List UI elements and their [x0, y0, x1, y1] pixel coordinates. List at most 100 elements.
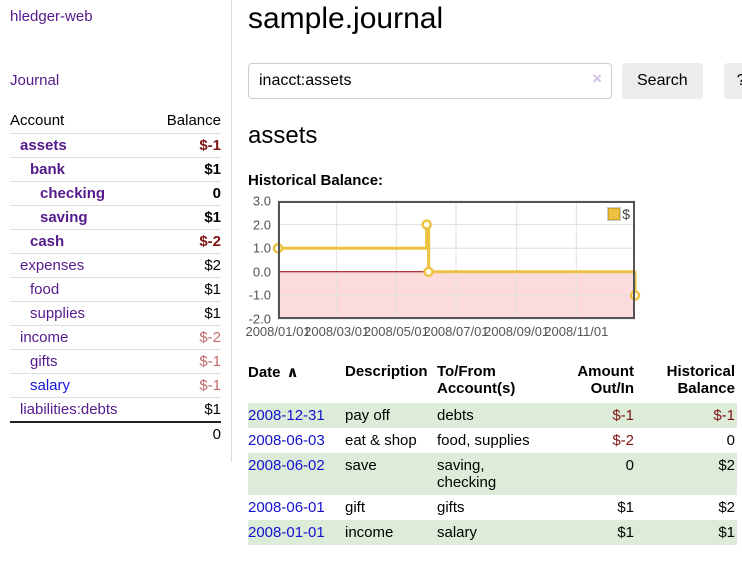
search-button[interactable]: Search [622, 63, 703, 99]
register-row: 2008-12-31 pay off debts $-1 $-1 [248, 403, 737, 428]
y-axis-tick: -2.0 [248, 311, 271, 327]
register-accounts-cell: debts [437, 407, 474, 424]
search-input[interactable] [248, 63, 612, 99]
legend-label: $ [622, 206, 630, 222]
register-row: 2008-06-01 gift gifts $1 $2 [248, 495, 737, 520]
account-balance: $-1 [199, 137, 221, 154]
account-row: bank $1 [10, 158, 221, 182]
register-header-row: Date ∧ Description To/From Account(s) Amo… [248, 361, 737, 403]
sidebar-nav: Journal [10, 72, 221, 90]
register-header-accounts: To/From Account(s) [437, 363, 516, 397]
account-cell: assets [10, 134, 150, 158]
account-link-salary[interactable]: salary [30, 377, 71, 394]
account-link-assets[interactable]: assets [20, 137, 67, 154]
register-date-cell: 2008-01-01 [248, 520, 345, 545]
account-cell: expenses [10, 254, 150, 278]
register-header-date[interactable]: Date ∧ [248, 364, 299, 381]
account-cell: salary [10, 374, 150, 398]
account-cell: supplies [10, 302, 150, 326]
account-title: assets [248, 122, 318, 149]
account-link-liabilities-debts[interactable]: liabilities:debts [20, 401, 118, 418]
account-row: cash $-2 [10, 230, 221, 254]
account-link-bank[interactable]: bank [30, 161, 66, 178]
register-accounts-cell: salary [437, 524, 478, 541]
y-axis-tick: 1.0 [252, 240, 271, 256]
account-link-food[interactable]: food [30, 281, 60, 298]
account-cell: bank [10, 158, 150, 182]
register-balance-cell: $2 [718, 457, 735, 474]
register-description-cell: save [345, 457, 377, 474]
sidebar-item-journal[interactable]: Journal [10, 72, 60, 89]
account-row: liabilities:debts $1 [10, 398, 221, 422]
account-cell: gifts [10, 350, 150, 374]
y-axis-tick: 3.0 [252, 193, 271, 209]
account-link-supplies[interactable]: supplies [30, 305, 86, 322]
register-balance-cell: $1 [718, 524, 735, 541]
register-date-cell: 2008-06-01 [248, 495, 345, 520]
accounts-header-balance: Balance [166, 112, 221, 129]
page-title: sample.journal [248, 2, 444, 35]
search-box: × [248, 63, 612, 99]
register-amount-cell: $-1 [612, 407, 634, 424]
account-cell: food [10, 278, 150, 302]
register-row: 2008-06-03 eat & shop food, supplies $-2 0 [248, 428, 737, 453]
register-accounts-cell: food, supplies [437, 432, 530, 449]
x-axis-tick: 2008/11/01 [544, 324, 609, 339]
register-description-cell: pay off [345, 407, 390, 424]
register-date-cell: 2008-12-31 [248, 403, 345, 428]
register-accounts-cell: gifts [437, 499, 465, 516]
search-form: × Search ? [248, 63, 742, 99]
account-row: supplies $1 [10, 302, 221, 326]
register-balance-cell: $2 [718, 499, 735, 516]
register-amount-cell: $1 [617, 524, 634, 541]
account-cell: income [10, 326, 150, 350]
account-row: checking 0 [10, 182, 221, 206]
transaction-date-link[interactable]: 2008-12-31 [248, 407, 325, 424]
register-header-description: Description [345, 363, 428, 380]
account-balance: $2 [204, 257, 221, 274]
y-axis-tick: 0.0 [252, 264, 271, 280]
account-link-cash[interactable]: cash [30, 233, 65, 250]
historical-balance-chart: 3.0 2.0 1.0 0.0 -1.0 -2.0 $ 2008/01/01 2008/03… [245, 194, 742, 345]
sidebar: hledger-web Journal Account Balance asse… [0, 0, 232, 462]
x-axis-tick: 2008/09/01 [484, 324, 550, 339]
register-balance-cell: 0 [726, 432, 735, 449]
register-table: Date ∧ Description To/From Account(s) Amo… [248, 361, 737, 545]
account-balance: 0 [212, 185, 221, 202]
main-content: sample.journal × Search ? assets Histori… [232, 0, 742, 555]
clear-search-icon[interactable]: × [592, 69, 602, 88]
transaction-date-link[interactable]: 2008-06-03 [248, 432, 325, 449]
transaction-date-link[interactable]: 2008-01-01 [248, 524, 325, 541]
account-balance: $1 [204, 161, 221, 178]
account-link-saving[interactable]: saving [40, 209, 88, 226]
register-row: 2008-01-01 income salary $1 $1 [248, 520, 737, 545]
account-balance: $1 [204, 209, 221, 226]
account-balance: $1 [204, 281, 221, 298]
transaction-date-link[interactable]: 2008-06-02 [248, 457, 325, 474]
chart-legend: $ [606, 205, 632, 223]
legend-swatch [608, 208, 621, 220]
account-link-expenses[interactable]: expenses [20, 257, 85, 274]
x-axis-tick: 2008/05/01 [363, 324, 429, 339]
account-balance: $1 [204, 401, 221, 418]
transaction-date-link[interactable]: 2008-06-01 [248, 499, 325, 516]
help-button[interactable]: ? [723, 63, 742, 99]
account-link-income[interactable]: income [20, 329, 69, 346]
account-row: assets $-1 [10, 134, 221, 158]
x-axis-tick: 2008/01/01 [245, 324, 311, 339]
account-link-gifts[interactable]: gifts [30, 353, 58, 370]
account-row: salary $-1 [10, 374, 221, 398]
account-cell: saving [10, 206, 150, 230]
sort-asc-icon: ∧ [286, 364, 299, 381]
register-row: 2008-06-02 save saving, checking 0 $2 [248, 453, 737, 495]
account-balance: $-1 [199, 377, 221, 394]
chart-plot-area: $ [272, 200, 641, 320]
accounts-header-row: Account Balance [10, 108, 221, 134]
brand-link[interactable]: hledger-web [10, 8, 93, 25]
account-row: saving $1 [10, 206, 221, 230]
register-header-balance: Historical Balance [666, 363, 735, 397]
register-rows: 2008-12-31 pay off debts $-1 $-1 2008-06-03 ea… [248, 403, 737, 545]
account-link-checking[interactable]: checking [40, 185, 106, 202]
register-amount-cell: $-2 [612, 432, 634, 449]
register-description-cell: gift [345, 499, 366, 516]
